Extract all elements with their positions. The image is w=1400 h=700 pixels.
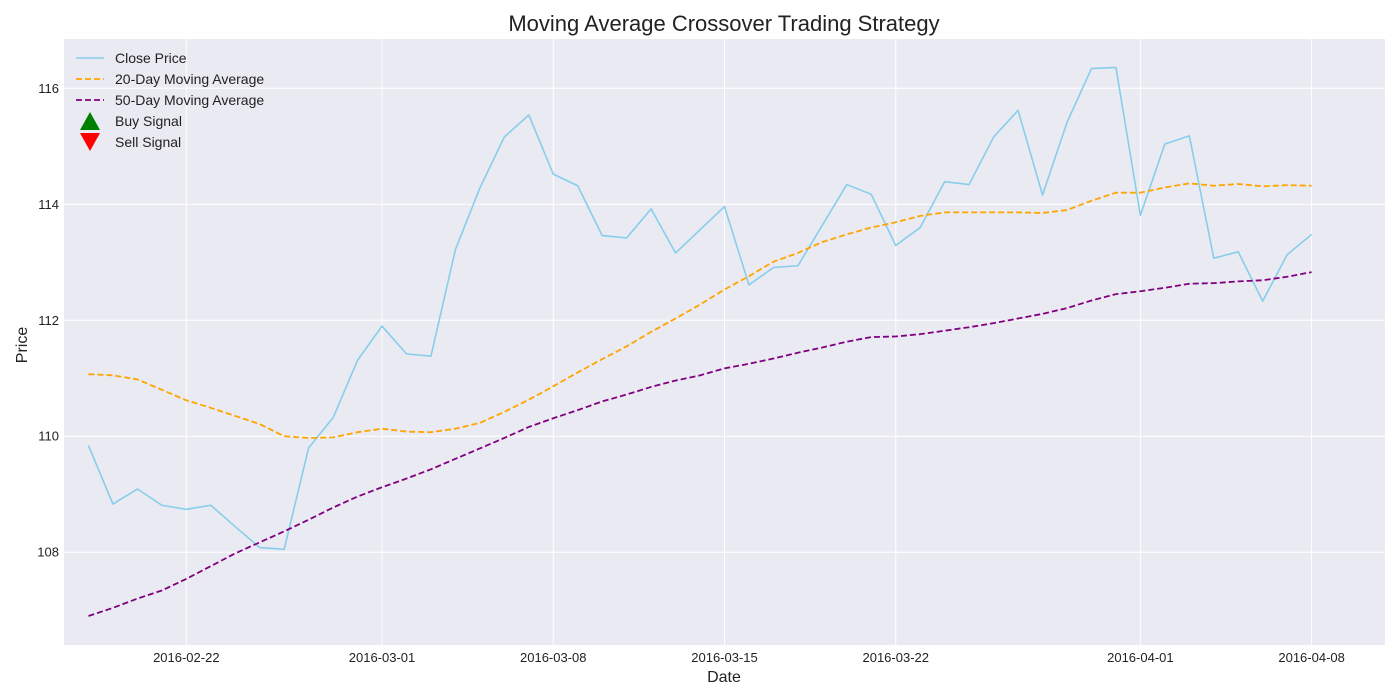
x-tick-label: 2016-02-22 [153, 650, 220, 665]
legend-label: Sell Signal [115, 134, 181, 150]
series-line-1 [87, 66, 1313, 551]
grid [64, 39, 1385, 645]
x-tick-label: 2016-03-08 [520, 650, 587, 665]
x-tick-label: 2016-04-01 [1107, 650, 1174, 665]
x-tick-label: 2016-03-15 [691, 650, 758, 665]
y-axis-title: Price [14, 327, 31, 364]
x-axis-title: Date [707, 669, 741, 686]
legend-swatch-triangle-up [80, 112, 100, 130]
y-tick-label: 110 [38, 429, 59, 444]
series-layer [87, 66, 1313, 617]
y-tick-label: 116 [38, 81, 59, 96]
legend: Close Price 20-Day Moving Average 50-Day M… [76, 50, 264, 151]
x-tick-label: 2016-03-22 [862, 650, 929, 665]
y-tick-label: 114 [38, 197, 59, 212]
tick-labels: 2016-02-22 2016-03-01 2016-03-08 2016-03-15… [37, 81, 1345, 665]
chart-title: Moving Average Crossover Trading Strateg… [508, 11, 939, 36]
legend-swatch-triangle-down [80, 133, 100, 151]
x-tick-label: 2016-03-01 [349, 650, 416, 665]
series-line-2 [88, 182, 1312, 439]
legend-label: 20-Day Moving Average [115, 71, 264, 87]
y-tick-label: 108 [37, 545, 59, 560]
series-line-3 [88, 271, 1312, 617]
legend-label: Close Price [115, 50, 187, 66]
y-tick-label: 112 [38, 313, 59, 328]
legend-label: 50-Day Moving Average [115, 92, 264, 108]
legend-label: Buy Signal [115, 113, 182, 129]
x-tick-label: 2016-04-08 [1278, 650, 1345, 665]
